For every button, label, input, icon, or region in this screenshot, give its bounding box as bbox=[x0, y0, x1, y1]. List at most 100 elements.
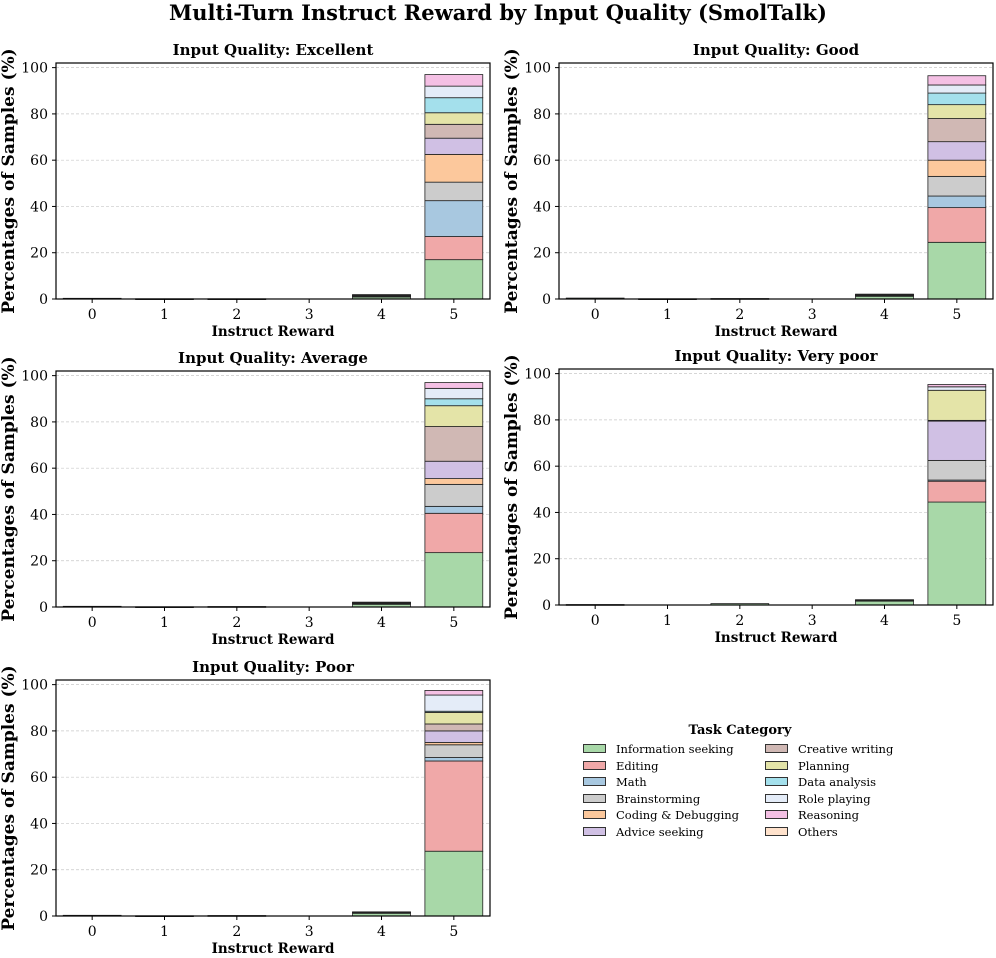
legend-swatch bbox=[765, 810, 788, 819]
panel-3: 0 20 40 60 80 100 0 1 2 3 4 5 Instruct Reward Percent… bbox=[502, 347, 994, 646]
panel-title: Input Quality: Poor bbox=[192, 658, 355, 676]
y-tick-label: 60 bbox=[533, 459, 551, 475]
panel-2: 0 20 40 60 80 100 0 1 2 3 4 5 Instruct Reward Percent… bbox=[0, 349, 491, 648]
x-tick-label: 0 bbox=[88, 307, 97, 323]
y-tick-label: 40 bbox=[533, 199, 551, 215]
legend-title: Task Category bbox=[688, 723, 792, 738]
bar-segment bbox=[424, 552, 484, 608]
y-tick-label: 80 bbox=[533, 413, 551, 429]
panel-title: Input Quality: Average bbox=[178, 349, 368, 367]
y-tick-label: 80 bbox=[30, 415, 48, 431]
bar-segment bbox=[927, 459, 987, 481]
x-tick-label: 1 bbox=[160, 307, 169, 323]
bar-segment bbox=[424, 426, 484, 462]
legend-label: Others bbox=[798, 824, 838, 839]
panel-title: Input Quality: Good bbox=[693, 41, 860, 59]
y-tick-label: 0 bbox=[39, 909, 48, 925]
y-tick-label: 40 bbox=[30, 816, 48, 832]
bar-segment bbox=[927, 420, 987, 461]
legend-label: Creative writing bbox=[798, 742, 894, 756]
bar-segment bbox=[927, 501, 987, 606]
x-tick-label: 3 bbox=[808, 613, 817, 629]
legend-label: Brainstorming bbox=[616, 791, 701, 806]
bar-segment bbox=[927, 75, 987, 86]
bar-segment bbox=[424, 478, 484, 485]
bar-segment bbox=[424, 850, 484, 917]
legend-label: Role playing bbox=[798, 791, 871, 806]
x-tick-label: 1 bbox=[663, 307, 672, 323]
panel-title: Input Quality: Very poor bbox=[674, 347, 878, 365]
y-tick-label: 60 bbox=[533, 153, 551, 169]
bar-segment bbox=[424, 137, 484, 155]
legend-swatch bbox=[583, 826, 606, 836]
bar-segment bbox=[424, 730, 484, 743]
legend-swatch bbox=[583, 744, 606, 753]
bar-segment bbox=[927, 84, 987, 94]
bar-segment bbox=[424, 112, 484, 125]
panel-title: Input Quality: Excellent bbox=[173, 41, 374, 59]
panel-0: 0 20 40 60 80 100 0 1 2 3 4 5 Instruct Reward Percent… bbox=[0, 41, 491, 340]
y-tick-label: 100 bbox=[524, 61, 551, 77]
bar-segment bbox=[927, 159, 987, 177]
x-tick-label: 3 bbox=[808, 307, 817, 323]
y-axis-label: Percentages of Samples (%) bbox=[0, 356, 19, 621]
axes-frame bbox=[55, 679, 491, 917]
x-tick-label: 2 bbox=[232, 924, 241, 940]
legend-label: Coding & Debugging bbox=[616, 808, 740, 822]
legend-swatch bbox=[765, 793, 788, 803]
bar-segment bbox=[424, 398, 484, 407]
x-axis-label: Instruct Reward bbox=[715, 324, 838, 340]
bar-segment bbox=[424, 711, 484, 725]
bar-segment bbox=[927, 386, 987, 391]
x-axis-label: Instruct Reward bbox=[715, 630, 838, 646]
legend: Task Category Information seeking Editing… bbox=[575, 720, 905, 845]
legend-swatch bbox=[583, 760, 606, 770]
x-tick-label: 5 bbox=[449, 924, 458, 940]
x-tick-label: 1 bbox=[663, 613, 672, 629]
bar-segment bbox=[424, 200, 484, 237]
bar-segment bbox=[424, 744, 484, 758]
bar-segment bbox=[927, 241, 987, 300]
bar-segment bbox=[424, 181, 484, 202]
y-tick-label: 0 bbox=[542, 598, 551, 614]
y-tick-label: 60 bbox=[30, 461, 48, 477]
x-tick-label: 3 bbox=[305, 924, 314, 940]
y-axis-label: Percentages of Samples (%) bbox=[0, 48, 19, 313]
bar-segment bbox=[424, 694, 484, 712]
y-tick-label: 20 bbox=[533, 552, 551, 568]
bar-segment bbox=[352, 911, 411, 914]
bar-segment bbox=[424, 123, 484, 139]
y-tick-label: 80 bbox=[30, 724, 48, 740]
y-axis-label: Percentages of Samples (%) bbox=[502, 48, 522, 313]
x-tick-label: 2 bbox=[735, 613, 744, 629]
x-tick-label: 1 bbox=[160, 615, 169, 631]
bar-segment bbox=[927, 480, 987, 503]
x-axis-label: Instruct Reward bbox=[212, 324, 335, 340]
x-tick-label: 4 bbox=[377, 615, 386, 631]
legend-swatch bbox=[765, 777, 788, 786]
bar-segment bbox=[927, 175, 987, 197]
bar-segment bbox=[424, 757, 484, 762]
x-tick-label: 2 bbox=[735, 307, 744, 323]
x-tick-label: 4 bbox=[880, 307, 889, 323]
legend-swatch bbox=[583, 777, 606, 786]
y-tick-label: 100 bbox=[21, 61, 48, 77]
y-tick-label: 20 bbox=[30, 554, 48, 570]
bar-segment bbox=[424, 387, 484, 400]
bar-segment bbox=[855, 293, 914, 296]
bar-segment bbox=[424, 405, 484, 427]
y-tick-label: 40 bbox=[30, 199, 48, 215]
x-axis-label: Instruct Reward bbox=[212, 632, 335, 648]
y-tick-label: 60 bbox=[30, 770, 48, 786]
bar-segment bbox=[352, 601, 411, 604]
y-tick-label: 40 bbox=[30, 507, 48, 523]
axes-frame bbox=[55, 370, 491, 608]
bar-segment bbox=[927, 207, 987, 243]
bar-segment bbox=[424, 723, 484, 732]
bar-segment bbox=[927, 384, 987, 388]
x-tick-label: 1 bbox=[160, 924, 169, 940]
x-tick-label: 5 bbox=[952, 307, 961, 323]
y-tick-label: 80 bbox=[30, 107, 48, 123]
y-tick-label: 0 bbox=[39, 292, 48, 308]
